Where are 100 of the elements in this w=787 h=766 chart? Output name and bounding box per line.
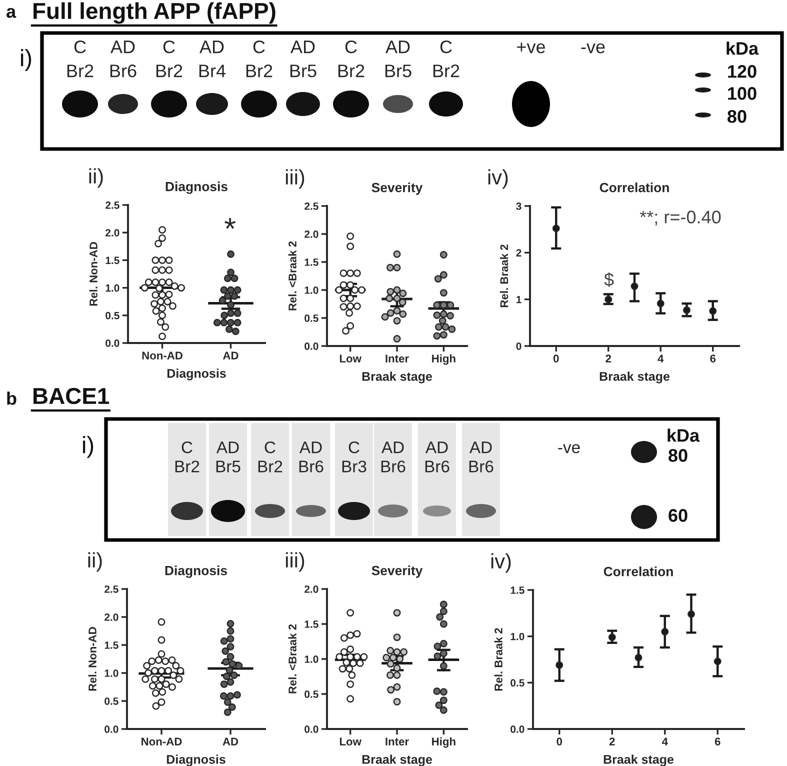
y-tick-label: 1.5 — [510, 586, 524, 594]
y-tick-label: 1.0 — [510, 632, 524, 640]
text: 120 — [728, 65, 756, 78]
x-axis-title: Diagnosis — [166, 754, 226, 766]
y-axis-title: Rel. Non-AD — [89, 242, 98, 306]
y-axis-title: Rel. Braak 2 — [500, 244, 508, 308]
y-tick-label: 0.5 — [104, 698, 118, 705]
category-label: AD Br5 — [290, 40, 316, 78]
y-tick-label: 2.5 — [304, 202, 318, 210]
y-tick-label: 1.0 — [104, 670, 118, 677]
x-tick-label: 0 — [556, 738, 562, 746]
chart-title: Severity — [372, 566, 423, 578]
y-tick-label: 2.0 — [304, 230, 318, 238]
chart-title: Diagnosis — [165, 566, 227, 578]
x-axis-title: Braak stage — [600, 372, 670, 384]
text: ii) — [88, 552, 102, 572]
text: iv) — [488, 169, 508, 189]
category-label: +ve — [517, 42, 546, 54]
text: iii) — [286, 169, 304, 189]
category-label: C Br2 — [156, 40, 182, 78]
category-label: C Br2 — [175, 441, 200, 472]
x-tick-label: High — [432, 354, 456, 365]
y-tick-label: 0.5 — [106, 312, 120, 320]
y-tick-label: 1.5 — [304, 620, 318, 628]
x-tick-label: Inter — [386, 354, 409, 362]
x-tick-label: Low — [340, 354, 362, 362]
y-tick-label: 0.0 — [304, 342, 318, 350]
x-tick-label: High — [432, 737, 456, 748]
x-axis-title: Braak stage — [604, 754, 674, 766]
y-axis-title: Rel. Braak 2 — [494, 628, 502, 691]
text: ii) — [89, 168, 103, 188]
category-label: C Br2 — [246, 40, 272, 78]
x-tick-label: 6 — [710, 354, 716, 362]
y-tick-label: 1.5 — [304, 258, 318, 266]
y-tick-label: 1 — [516, 296, 522, 304]
y-axis-title: Rel. <Braak 2 — [288, 624, 296, 694]
y-tick-label: 0.5 — [304, 314, 318, 322]
y-tick-label: 3 — [516, 202, 522, 210]
chart-title: Correlation — [604, 566, 673, 576]
text: BACE1 — [34, 388, 110, 404]
x-axis-title: Braak stage — [362, 372, 432, 384]
text: i) — [21, 48, 32, 71]
text: iv) — [491, 553, 511, 573]
y-tick-label: 2.5 — [106, 202, 120, 209]
y-tick-label: 2.5 — [104, 586, 118, 593]
x-tick-label: 2 — [606, 354, 612, 362]
category-label: AD Br6 — [381, 442, 406, 472]
point — [552, 224, 560, 232]
text: a — [6, 8, 16, 18]
y-tick-label: 0.0 — [510, 726, 524, 733]
y-tick-label: 1.5 — [106, 256, 120, 264]
x-tick-label: Low — [340, 738, 362, 746]
y-tick-label: 2 — [516, 249, 522, 256]
category-label: AD Br4 — [199, 40, 226, 78]
point — [714, 658, 722, 666]
y-axis-title: Rel. <Braak 2 — [288, 241, 296, 310]
category-label: AD Br6 — [425, 442, 450, 472]
category-label: C Br2 — [338, 40, 364, 78]
text: 80 — [668, 449, 688, 462]
point — [634, 654, 642, 662]
x-axis-title: Diagnosis — [167, 368, 226, 380]
point — [556, 661, 564, 669]
category-label: C Br2 — [433, 40, 460, 78]
category-label: C Br2 — [258, 441, 282, 472]
category-label: AD Br5 — [216, 442, 240, 472]
y-tick-label: 0.5 — [510, 679, 524, 687]
category-label: AD Br6 — [299, 442, 324, 472]
text: 80 — [728, 110, 746, 123]
text: Full length APP (fAPP) — [34, 2, 276, 24]
text: kDa — [668, 428, 700, 442]
category-label: C Br3 — [342, 441, 366, 472]
point — [688, 610, 695, 618]
point — [604, 296, 612, 304]
x-tick-label: 4 — [658, 354, 664, 362]
y-tick-label: 2.0 — [104, 614, 118, 621]
y-tick-label: 2.0 — [304, 586, 318, 593]
text: i) — [83, 436, 94, 458]
y-tick-label: 0.0 — [304, 726, 318, 733]
x-tick-label: Non-AD — [142, 738, 182, 746]
category-label: AD Br5 — [385, 40, 412, 78]
x-axis-title: Braak stage — [362, 754, 432, 766]
text: iii) — [286, 552, 304, 572]
y-tick-label: 0 — [516, 342, 522, 350]
x-tick-label: 4 — [662, 738, 668, 746]
text: 60 — [668, 509, 688, 522]
x-tick-label: Non-AD — [142, 352, 182, 360]
point — [661, 628, 669, 636]
y-tick-label: 1.0 — [304, 656, 318, 663]
category-label: AD Br6 — [110, 40, 136, 78]
y-tick-label: 1.0 — [106, 284, 120, 292]
text: b — [7, 392, 16, 405]
point — [608, 634, 616, 641]
category-label: -ve — [558, 444, 580, 454]
y-axis-title: Rel. Non-AD — [88, 627, 96, 691]
x-tick-label: AD — [222, 738, 238, 746]
x-tick-label: 0 — [553, 354, 559, 362]
point — [683, 306, 690, 314]
category-label: AD Br6 — [469, 442, 494, 472]
x-tick-label: 2 — [609, 738, 615, 746]
annotation: $ — [604, 272, 614, 287]
